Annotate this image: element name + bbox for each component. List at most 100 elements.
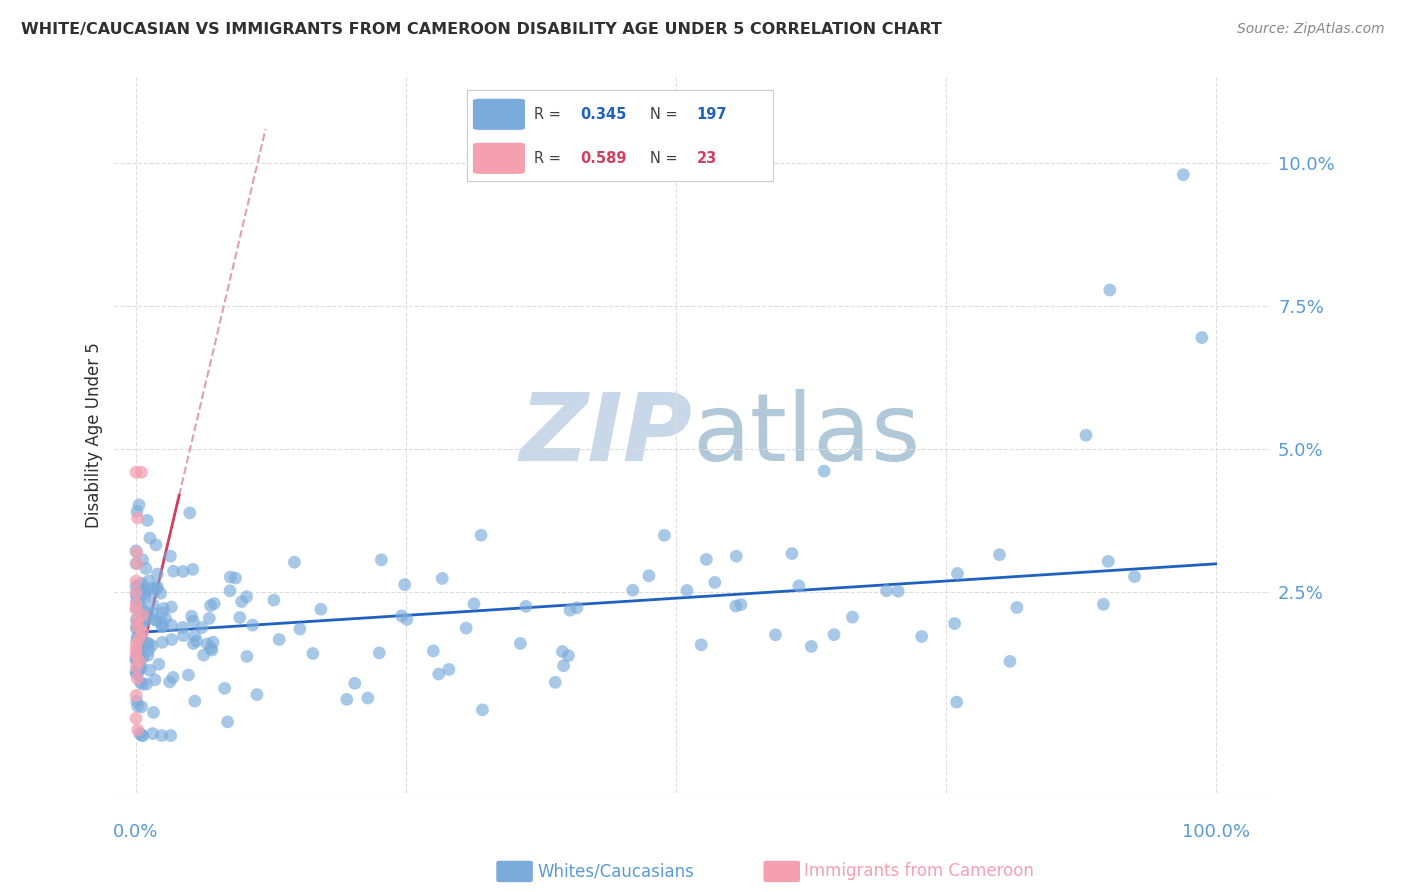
- Point: [283, 555, 305, 569]
- Point: [236, 649, 259, 664]
- Point: [456, 621, 478, 635]
- Point: [813, 464, 835, 478]
- Point: [183, 694, 205, 708]
- Point: [800, 640, 823, 654]
- Point: [1097, 554, 1119, 568]
- Point: [149, 586, 172, 600]
- Point: [150, 619, 173, 633]
- Point: [148, 657, 170, 672]
- Point: [136, 607, 159, 621]
- Point: [214, 681, 236, 696]
- Point: [703, 575, 725, 590]
- Point: [127, 578, 149, 592]
- Point: [132, 581, 155, 595]
- Point: [1074, 428, 1097, 442]
- Point: [422, 644, 444, 658]
- Point: [181, 562, 204, 576]
- Text: 0.0%: 0.0%: [114, 823, 159, 841]
- Point: [131, 699, 153, 714]
- Point: [309, 602, 332, 616]
- Point: [132, 650, 155, 665]
- Point: [131, 613, 153, 627]
- Point: [146, 582, 169, 596]
- Point: [565, 600, 588, 615]
- Point: [946, 566, 969, 581]
- Point: [135, 561, 157, 575]
- Point: [128, 632, 150, 646]
- Point: [876, 583, 898, 598]
- Point: [544, 675, 567, 690]
- Point: [724, 599, 747, 613]
- Point: [152, 601, 174, 615]
- Point: [231, 594, 253, 608]
- Point: [557, 648, 579, 663]
- Point: [1173, 168, 1195, 182]
- Point: [125, 652, 148, 666]
- Point: [125, 574, 148, 588]
- Point: [134, 587, 156, 601]
- Point: [125, 597, 148, 611]
- Point: [131, 553, 153, 567]
- Point: [463, 597, 485, 611]
- Point: [159, 729, 181, 743]
- Point: [138, 643, 160, 657]
- Point: [1092, 598, 1115, 612]
- Point: [132, 605, 155, 619]
- Point: [125, 545, 148, 559]
- Point: [125, 585, 148, 599]
- Point: [131, 465, 153, 479]
- Point: [150, 615, 173, 630]
- Point: [553, 658, 575, 673]
- Point: [128, 651, 150, 665]
- Point: [159, 674, 181, 689]
- Point: [125, 589, 148, 603]
- Point: [125, 594, 148, 608]
- Point: [128, 658, 150, 673]
- Y-axis label: Disability Age Under 5: Disability Age Under 5: [86, 343, 103, 528]
- Point: [887, 584, 910, 599]
- Point: [432, 571, 454, 585]
- Point: [134, 615, 156, 629]
- Point: [128, 654, 150, 668]
- Point: [125, 665, 148, 680]
- Point: [269, 632, 291, 647]
- Point: [263, 593, 285, 607]
- Point: [139, 531, 162, 545]
- Point: [787, 579, 810, 593]
- Point: [128, 599, 150, 614]
- Point: [224, 571, 246, 585]
- Point: [128, 663, 150, 677]
- Point: [823, 628, 845, 642]
- Point: [127, 620, 149, 634]
- Point: [690, 638, 713, 652]
- Point: [131, 729, 153, 743]
- Point: [128, 646, 150, 660]
- Point: [515, 599, 537, 614]
- Point: [125, 557, 148, 571]
- Point: [131, 608, 153, 623]
- Point: [368, 646, 391, 660]
- Point: [551, 644, 574, 658]
- Point: [131, 635, 153, 649]
- Point: [1005, 600, 1028, 615]
- Point: [125, 602, 148, 616]
- Point: [127, 723, 149, 737]
- Point: [395, 612, 418, 626]
- Point: [471, 703, 494, 717]
- Point: [125, 694, 148, 708]
- Point: [131, 677, 153, 691]
- Point: [177, 668, 200, 682]
- Point: [127, 629, 149, 643]
- Text: Whites/Caucasians: Whites/Caucasians: [537, 863, 695, 880]
- Point: [138, 637, 160, 651]
- Point: [128, 645, 150, 659]
- Point: [145, 614, 167, 628]
- Point: [841, 610, 863, 624]
- Point: [191, 621, 214, 635]
- Point: [235, 590, 257, 604]
- Point: [179, 506, 201, 520]
- Point: [135, 677, 157, 691]
- Point: [162, 670, 184, 684]
- Point: [134, 612, 156, 626]
- Point: [131, 625, 153, 640]
